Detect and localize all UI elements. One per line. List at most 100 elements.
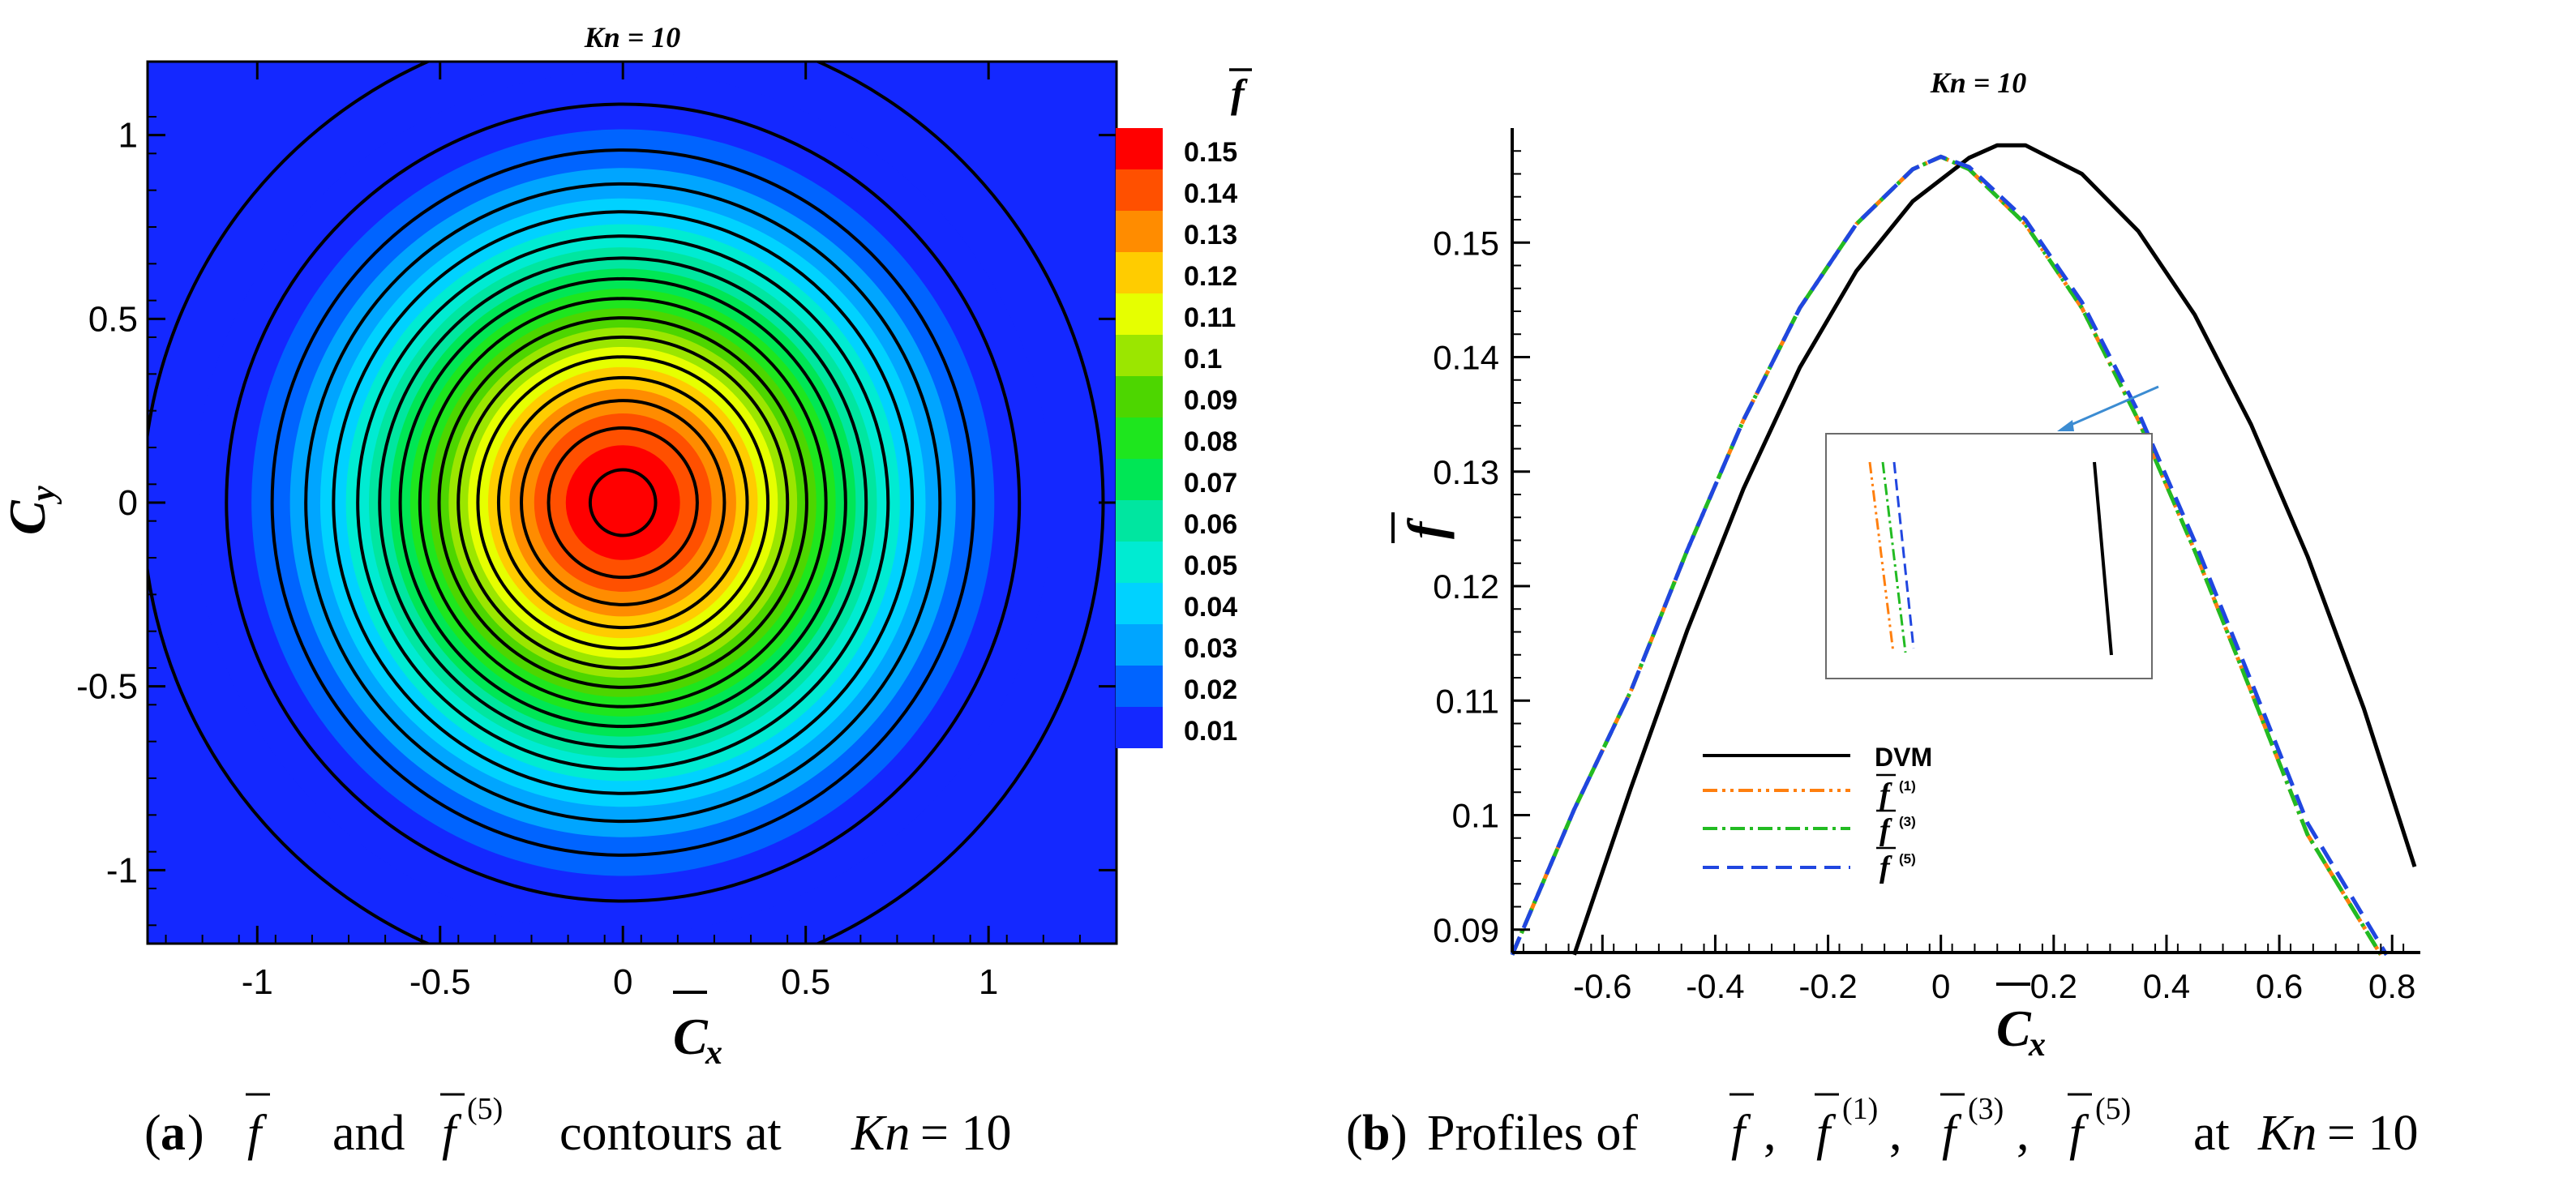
inset-zoom: [1825, 385, 2159, 679]
contour-line: [546, 426, 699, 580]
colorbar-swatch: [1116, 459, 1163, 500]
contour-fill-0.15: [565, 445, 680, 560]
colorbar-swatch: [1116, 211, 1163, 252]
colorbar-label: 0.09: [1184, 385, 1237, 416]
colorbar-label: 0.15: [1184, 137, 1237, 168]
y-tick-label: -1: [106, 850, 138, 890]
contour-line: [588, 468, 658, 537]
legend-label-f1: f: [1879, 777, 1892, 811]
contour-line: [398, 276, 847, 729]
caption-a-tail: contours at: [559, 1106, 782, 1161]
b-y-tick-label: 0.13: [1433, 453, 1499, 491]
b-y-tick-label: 0.11: [1435, 682, 1499, 720]
colorbar-label: 0.1: [1184, 344, 1222, 375]
colorbar-label: 0.03: [1184, 633, 1237, 664]
y-tick-label: 1: [118, 116, 138, 156]
b-x-tick-label: 0.8: [2368, 967, 2415, 1005]
caption-b-sup1: (1): [1842, 1092, 1878, 1126]
caption-b-paren-close: ): [1391, 1106, 1408, 1161]
panel-a-title: Kn = 10: [584, 21, 681, 54]
colorbar-label: 0.05: [1184, 550, 1237, 581]
caption-b-sep2: ,: [1889, 1106, 1902, 1161]
panel-a-y-label: C y: [0, 486, 62, 535]
colorbar-label: 0.04: [1184, 592, 1237, 623]
b-x-tick-label: -0.6: [1573, 967, 1631, 1005]
colorbar-swatch: [1116, 293, 1163, 335]
colorbar-label: 0.01: [1184, 716, 1237, 747]
caption-b-sup5: (5): [2095, 1092, 2131, 1126]
x-tick-label: -0.5: [409, 962, 471, 1002]
legend-sup-f3: (3): [1899, 814, 1916, 829]
contour-line: [520, 399, 727, 606]
colorbar-label: 0.11: [1184, 302, 1236, 333]
colorbar: f 0.15 0.14 0.13 0.12 0.11 0.1 0.09 0.08 0.07 0.0…: [1116, 68, 1252, 748]
x-tick-label: 1: [979, 962, 998, 1002]
b-y-tick-label: 0.15: [1433, 224, 1499, 262]
series-line-DVM: [1572, 143, 2417, 956]
caption-b-kn-eq: = 10: [2327, 1106, 2418, 1161]
contour-line: [225, 102, 1022, 903]
contour-line: [496, 375, 749, 630]
colorbar-swatch: [1116, 707, 1163, 748]
b-x-label-sub: x: [2028, 1026, 2046, 1064]
b-x-tick-label: -0.2: [1798, 967, 1857, 1005]
colorbar-label: 0.14: [1184, 178, 1237, 209]
colorbar-swatch: [1116, 666, 1163, 707]
panel-a-x-label: C x: [673, 991, 722, 1072]
colorbar-title: f: [1231, 71, 1248, 116]
x-label-sub: x: [705, 1034, 722, 1072]
caption-b-sup3: (3): [1968, 1092, 2004, 1126]
inset-line-dvm: [2093, 461, 2113, 656]
caption-b: ( b ) Profiles of f , f (1) , f (3) , f …: [1346, 1092, 2418, 1161]
b-x-tick-label: 0: [1931, 967, 1950, 1005]
y-tick-label: -0.5: [76, 667, 138, 707]
caption-b-sep1: ,: [1764, 1106, 1777, 1161]
legend-sup-f1: (1): [1899, 778, 1916, 794]
x-tick-label: 0: [613, 962, 632, 1002]
b-y-tick-label: 0.12: [1433, 567, 1499, 606]
caption-a-f5: f: [442, 1106, 462, 1161]
contour-line: [418, 297, 828, 709]
caption-a-paren-open: (: [144, 1106, 161, 1161]
contour-line: [437, 316, 808, 689]
colorbar-swatch: [1116, 252, 1163, 293]
colorbar-swatch: [1116, 417, 1163, 459]
inset-line-f1: [1868, 461, 1895, 653]
b-x-tick-label: -0.4: [1686, 967, 1744, 1005]
colorbar-swatch: [1116, 624, 1163, 666]
inset-line-f3: [1881, 461, 1907, 653]
colorbar-swatch: [1116, 169, 1163, 211]
caption-b-paren-open: (: [1346, 1106, 1363, 1161]
b-x-tick-label: 0.2: [2030, 967, 2077, 1005]
contour-line: [304, 182, 942, 824]
contour-line: [270, 148, 975, 857]
contour-fills: [193, 71, 1052, 935]
caption-a-paren-close: ): [187, 1106, 204, 1161]
panel-b-y-ticks: 0.09 0.1 0.11 0.12 0.13 0.14 0.15: [1433, 150, 1530, 953]
colorbar-labels: 0.15 0.14 0.13 0.12 0.11 0.1 0.09 0.08 0.07 0.06 0…: [1184, 137, 1237, 747]
legend-sup-f5: (5): [1899, 851, 1916, 867]
contour-line: [456, 335, 790, 670]
colorbar-swatch: [1116, 335, 1163, 376]
panel-b-y-label: f: [1391, 512, 1455, 543]
panel-a-contour: Kn = 10 -1 -0.5 0 0.5 1 10.50-0.5-1 C x C y …: [0, 21, 1252, 1072]
series-line-f5: [1510, 154, 2389, 957]
contour-line: [378, 256, 868, 749]
legend-label-f3: f: [1879, 813, 1892, 847]
b-y-label-f: f: [1397, 517, 1455, 539]
caption-b-f1: f: [1816, 1106, 1837, 1161]
legend: DVM f (1) f (3) f (5): [1703, 743, 1932, 884]
caption-a-sup5: (5): [467, 1092, 503, 1126]
colorbar-label: 0.12: [1184, 261, 1237, 292]
x-tick-label: 0.5: [781, 962, 830, 1002]
caption-b-f3: f: [1942, 1106, 1962, 1161]
colorbar-swatch: [1116, 583, 1163, 624]
caption-b-f5: f: [2069, 1106, 2090, 1161]
panel-b-profiles: Kn = 10 -0.6 -0.4 -0.2 0 0.2 0.4 0.6 0.8 0.090.…: [1391, 66, 2420, 1064]
b-y-tick-label: 0.09: [1433, 911, 1499, 949]
colorbar-label: 0.07: [1184, 468, 1237, 499]
caption-b-sep3: ,: [2017, 1106, 2030, 1161]
panel-a-x-ticks: -1 -0.5 0 0.5 1: [165, 62, 1081, 1002]
profile-lines: [1510, 143, 2417, 957]
